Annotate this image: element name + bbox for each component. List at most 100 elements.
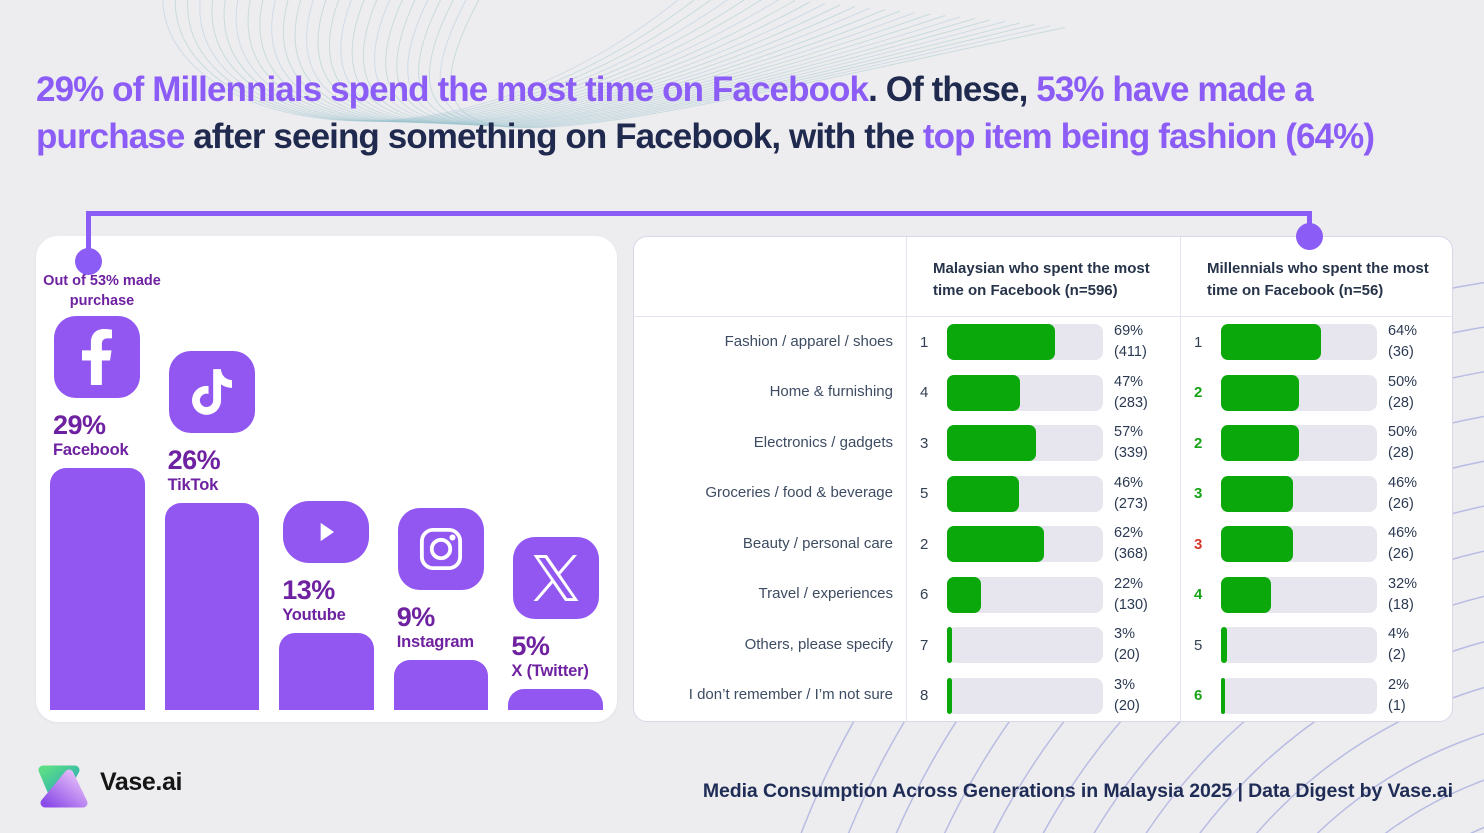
footer-caption: Media Consumption Across Generations in … <box>702 780 1453 802</box>
platform-name: Facebook <box>53 441 129 459</box>
bar-value: 50% (28) <box>1388 373 1418 411</box>
headline: 29% of Millennials spend the most time o… <box>36 66 1450 160</box>
category-label: Electronics / gadgets <box>753 433 893 451</box>
platform-label: 29% Facebook <box>50 410 145 460</box>
platform-bar <box>50 468 145 710</box>
platform-column: 13% Youtube <box>279 500 374 710</box>
bar-track <box>1221 425 1377 462</box>
malaysian-column-header: Malaysian who spent the most time on Fac… <box>906 237 1180 317</box>
headline-segment: 53% have made a purchase <box>36 70 1314 156</box>
bar-fill <box>1221 627 1228 664</box>
bar-fill <box>1221 425 1299 462</box>
platform-bar <box>164 503 260 710</box>
bar-fill <box>1221 677 1225 714</box>
connector-line-left <box>86 211 91 255</box>
bar-track <box>947 627 1103 664</box>
rank-number: 6 <box>1194 687 1203 705</box>
platform-name: X (Twitter) <box>511 662 589 680</box>
platform-share-value: 9% <box>396 601 436 632</box>
bar-value: 64% (36) <box>1388 323 1418 361</box>
platform-column: 26% TikTok <box>164 350 260 710</box>
rank-number: 3 <box>1194 485 1203 503</box>
millennials-bar-cell: 2 50% (28) <box>1180 418 1452 469</box>
bar-track <box>947 677 1103 714</box>
bar-fill <box>1221 475 1293 512</box>
category-label: Fashion / apparel / shoes <box>724 332 893 350</box>
brand-name: Vase.ai <box>100 768 183 796</box>
platform-share-value: 5% <box>511 630 550 661</box>
bar-fill <box>1221 374 1299 411</box>
bar-fill <box>947 374 1021 411</box>
platform-column: 29% Facebook <box>50 315 145 710</box>
rank-number: 6 <box>920 586 929 604</box>
category-label: Beauty / personal care <box>742 534 893 552</box>
connector-line-horizontal <box>86 211 1312 216</box>
x-icon <box>512 536 599 619</box>
bar-fill <box>947 324 1055 361</box>
rank-number: 2 <box>1194 384 1203 402</box>
malaysian-bar-cell: 6 22% (130) <box>906 569 1180 620</box>
rank-number: 1 <box>1194 333 1203 351</box>
bar-fill <box>1221 576 1271 613</box>
bar-value: 57% (339) <box>1114 424 1148 462</box>
platform-chart-card: Out of 53% made purchase 29% Facebook 26% T… <box>36 236 617 722</box>
millennials-bar-cell: 3 46% (26) <box>1180 519 1452 570</box>
bar-track <box>947 374 1103 411</box>
bar-track <box>1221 526 1377 563</box>
millennials-bar-cell: 1 64% (36) <box>1180 317 1452 368</box>
platform-columns: 29% Facebook 26% TikTok 13% Youtube 9% Instagra… <box>36 236 617 722</box>
malaysian-bar-cell: 3 57% (339) <box>906 418 1180 469</box>
vase-logo-icon <box>38 765 88 808</box>
headline-segment: top item being fashion (64%) <box>922 117 1375 156</box>
bar-track <box>947 475 1103 512</box>
bar-fill <box>1221 324 1321 361</box>
rank-number: 7 <box>920 636 929 654</box>
facebook-icon <box>54 315 141 398</box>
bar-fill <box>947 425 1036 462</box>
platform-name: Youtube <box>282 606 346 624</box>
rank-number: 1 <box>920 333 929 351</box>
bar-track <box>1221 627 1377 664</box>
category-label: Travel / experiences <box>758 585 893 603</box>
rank-number: 5 <box>920 485 929 503</box>
platform-bar <box>393 660 489 710</box>
bar-value: 32% (18) <box>1388 575 1418 613</box>
bar-track <box>947 425 1103 462</box>
platform-name: TikTok <box>167 476 219 494</box>
platform-column: 9% Instagram <box>393 507 489 710</box>
malaysian-bar-cell: 8 3% (20) <box>906 670 1180 721</box>
bar-track <box>1221 374 1377 411</box>
rank-number: 8 <box>920 687 929 705</box>
millennials-bar-cell: 6 2% (1) <box>1180 670 1452 721</box>
malaysian-bar-cell: 1 69% (411) <box>906 317 1180 368</box>
connector-line-right <box>1307 211 1312 229</box>
bar-value: 22% (130) <box>1114 575 1148 613</box>
bar-value: 47% (283) <box>1114 373 1148 411</box>
bar-fill <box>947 627 952 664</box>
bar-value: 4% (2) <box>1388 626 1409 664</box>
bar-value: 62% (368) <box>1114 525 1148 563</box>
bar-fill <box>947 526 1044 563</box>
malaysian-bar-cell: 4 47% (283) <box>906 367 1180 418</box>
bar-value: 3% (20) <box>1114 676 1140 714</box>
headline-segment: . Of these, <box>868 70 1037 109</box>
table-corner-cell <box>634 237 906 317</box>
bar-fill <box>947 475 1019 512</box>
rank-number: 2 <box>920 535 929 553</box>
bar-track <box>947 324 1103 361</box>
millennials-bar-cell: 5 4% (2) <box>1180 620 1452 671</box>
bar-value: 46% (26) <box>1388 525 1418 563</box>
bar-value: 50% (28) <box>1388 424 1418 462</box>
bar-value: 46% (273) <box>1114 474 1148 512</box>
millennials-bar-cell: 3 46% (26) <box>1180 468 1452 519</box>
platform-label: 26% TikTok <box>165 445 260 495</box>
bar-track <box>947 526 1103 563</box>
malaysian-bar-cell: 2 62% (368) <box>906 519 1180 570</box>
bar-fill <box>947 677 952 714</box>
platform-bar <box>508 689 603 710</box>
rank-number: 3 <box>1194 535 1203 553</box>
rank-number: 4 <box>1194 586 1203 604</box>
category-label: Groceries / food & beverage <box>705 484 893 502</box>
category-label: Others, please specify <box>744 635 893 653</box>
